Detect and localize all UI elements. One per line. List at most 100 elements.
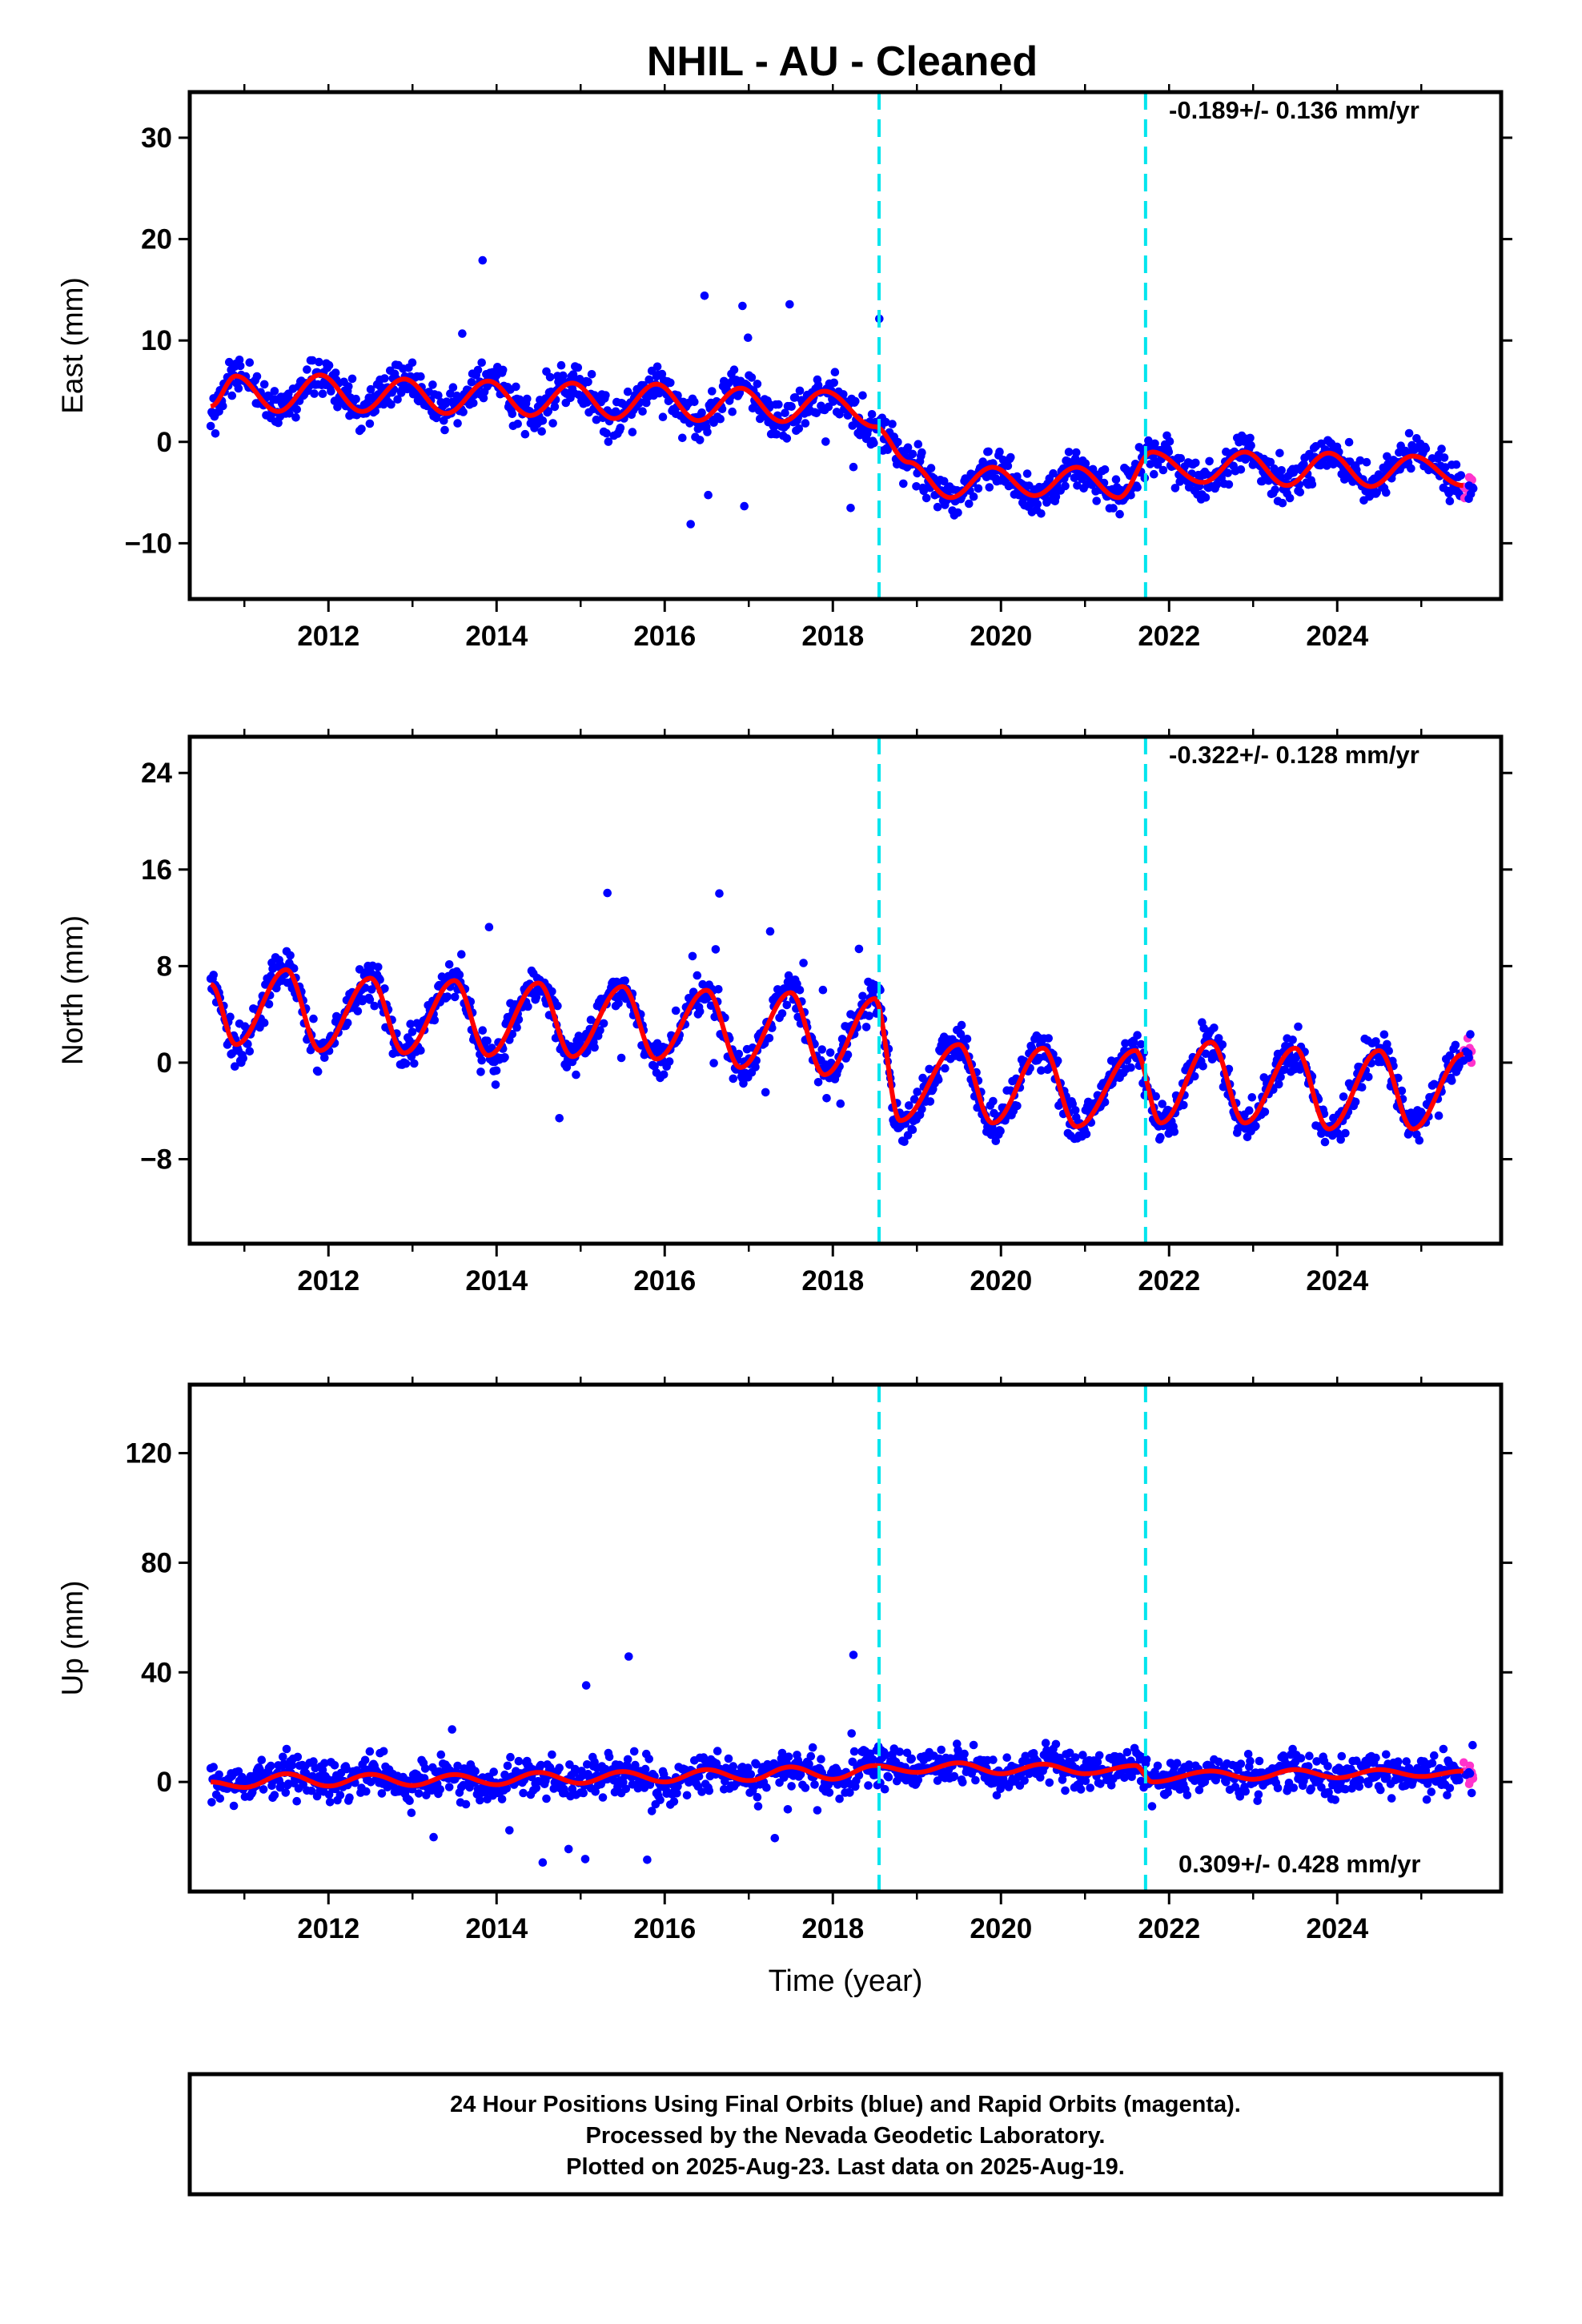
final-orbit-point <box>772 430 781 439</box>
final-orbit-point <box>958 1778 967 1787</box>
final-orbit-point <box>697 1787 706 1796</box>
final-orbit-point <box>309 1014 318 1023</box>
final-orbit-point <box>491 1080 500 1089</box>
final-orbit-point <box>843 1050 853 1059</box>
final-orbit-point <box>286 951 295 960</box>
final-orbit-point <box>903 443 913 452</box>
plot-area <box>206 1651 1478 1867</box>
final-orbit-point <box>365 995 375 1004</box>
final-orbit-point <box>858 991 867 1001</box>
final-orbit-point <box>1422 1795 1431 1804</box>
final-orbit-point <box>478 1026 488 1035</box>
final-orbit-point <box>544 407 553 416</box>
final-orbit-point <box>1002 1753 1011 1762</box>
final-orbit-point <box>1246 1756 1255 1766</box>
final-orbit-point <box>812 408 821 418</box>
final-orbit-point <box>1253 1796 1262 1805</box>
final-orbit-point <box>666 378 675 388</box>
final-orbit-point <box>360 983 370 992</box>
final-orbit-point <box>1087 480 1097 489</box>
final-orbit-point <box>907 1754 916 1763</box>
final-orbit-point <box>572 1070 580 1080</box>
final-orbit-point <box>414 1789 424 1798</box>
footer-box: 24 Hour Positions Using Final Orbits (bl… <box>187 2072 1504 2197</box>
final-orbit-point <box>985 483 994 492</box>
plot-area <box>206 255 1478 529</box>
final-orbit-point <box>965 499 974 509</box>
final-orbit-point <box>436 1785 444 1794</box>
final-orbit-point <box>614 999 623 1007</box>
final-orbit-point <box>665 1057 674 1066</box>
final-orbit-point <box>623 387 632 396</box>
final-orbit-point <box>849 1747 859 1756</box>
final-orbit-point <box>917 1104 926 1114</box>
final-orbit-point <box>991 1136 1001 1145</box>
final-orbit-point <box>818 985 828 995</box>
final-orbit-point <box>624 1652 633 1661</box>
final-orbit-point <box>598 1793 608 1802</box>
final-orbit-point <box>1158 465 1168 475</box>
y-tick-label: 30 <box>141 123 172 154</box>
final-orbit-point <box>353 1007 363 1015</box>
final-orbit-point <box>934 1076 943 1084</box>
final-orbit-point <box>291 413 300 422</box>
final-orbit-point <box>1427 1787 1436 1796</box>
final-orbit-point <box>209 1763 219 1771</box>
final-orbit-point <box>1401 1781 1410 1791</box>
final-orbit-point <box>700 292 709 300</box>
final-orbit-point <box>1337 1751 1347 1761</box>
final-orbit-point <box>1440 463 1450 472</box>
final-orbit-point <box>444 960 454 969</box>
final-orbit-point <box>621 1784 631 1794</box>
x-tick-label: 2018 <box>801 1265 864 1297</box>
final-orbit-point <box>1452 460 1461 469</box>
final-orbit-point <box>1384 1047 1393 1055</box>
final-orbit-point <box>215 1794 225 1803</box>
final-orbit-point <box>243 1039 252 1048</box>
final-orbit-point <box>429 1832 438 1842</box>
final-orbit-point <box>1324 1787 1333 1797</box>
final-orbit-point <box>1236 1759 1246 1768</box>
final-orbit-point <box>1372 488 1381 497</box>
final-orbit-point <box>1307 1784 1315 1793</box>
final-orbit-point <box>1355 1775 1365 1785</box>
final-orbit-point <box>602 428 611 438</box>
final-orbit-point <box>1254 1790 1263 1799</box>
final-orbit-point <box>709 1059 718 1068</box>
final-orbit-point <box>344 382 353 391</box>
observations-series <box>206 1651 1478 1867</box>
panel-north: 2012 2014 2016 2018 2020 2022 2024 −8 0 8 16 24 Nort… <box>56 729 1512 1297</box>
final-orbit-point <box>476 1068 485 1076</box>
final-orbit-point <box>484 923 494 931</box>
footer-line-2: Processed by the Nevada Geodetic Laborat… <box>586 2123 1106 2149</box>
final-orbit-point <box>1336 1135 1345 1144</box>
final-orbit-point <box>596 1026 604 1035</box>
final-orbit-point <box>783 1805 793 1814</box>
final-orbit-point <box>1468 1740 1477 1750</box>
final-orbit-point <box>1190 1072 1199 1081</box>
final-orbit-point <box>1163 1788 1172 1797</box>
final-orbit-point <box>542 1794 551 1803</box>
final-orbit-point <box>1115 509 1124 519</box>
final-orbit-point <box>1439 453 1449 462</box>
final-orbit-point <box>270 1791 279 1799</box>
final-orbit-point <box>881 1751 890 1759</box>
final-orbit-point <box>1341 1128 1350 1138</box>
final-orbit-point <box>1096 1779 1105 1788</box>
final-orbit-point <box>644 375 653 384</box>
final-orbit-point <box>989 1096 998 1106</box>
final-orbit-point <box>1218 1040 1227 1049</box>
final-orbit-point <box>550 402 560 412</box>
final-orbit-point <box>806 1751 816 1761</box>
final-orbit-point <box>1402 1757 1411 1766</box>
final-orbit-point <box>1294 1022 1303 1031</box>
final-orbit-point <box>287 1761 297 1770</box>
final-orbit-point <box>711 945 721 954</box>
final-orbit-point <box>264 999 274 1009</box>
final-orbit-point <box>697 408 706 417</box>
final-orbit-point <box>1247 1093 1257 1102</box>
final-orbit-point <box>514 1756 524 1766</box>
final-orbit-point <box>846 504 855 513</box>
final-orbit-point <box>500 1053 509 1062</box>
final-orbit-point <box>615 1760 624 1770</box>
